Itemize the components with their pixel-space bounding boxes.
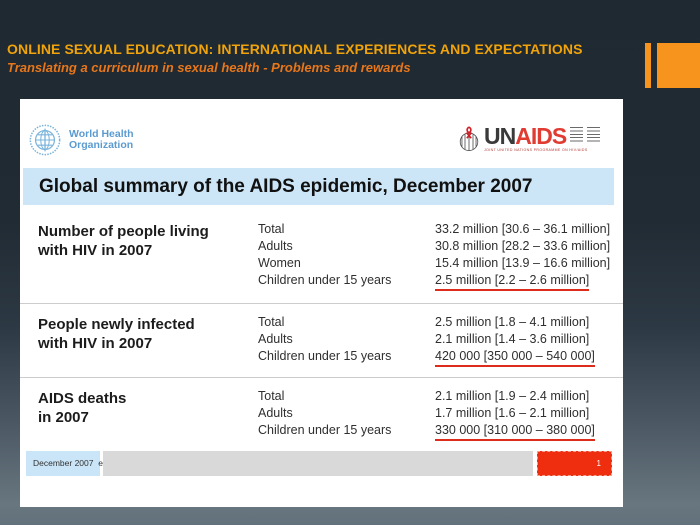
table-section: People newly infected with HIV in 2007 To… — [20, 303, 623, 377]
row-category: Adults — [258, 239, 293, 253]
table-row: Total 2.5 million [1.8 – 4.1 million] — [258, 314, 623, 331]
who-emblem-icon — [29, 124, 61, 156]
section-label: AIDS deaths in 2007 — [38, 390, 127, 426]
accent-bar-thin — [645, 43, 651, 88]
slide-subtitle: Translating a curriculum in sexual healt… — [7, 60, 411, 75]
section-rows: Total 2.5 million [1.8 – 4.1 million] Adul… — [258, 314, 623, 367]
table-row: Children under 15 years 2.5 million [2.2 … — [258, 272, 623, 291]
row-category: Children under 15 years — [258, 349, 392, 363]
who-name-line2: Organization — [69, 139, 134, 151]
row-category: Women — [258, 256, 301, 270]
who-name-line1: World Health — [69, 128, 134, 140]
page-number: 1 — [596, 459, 601, 468]
row-value: 330 000 [310 000 – 380 000] — [435, 422, 595, 441]
table-row: Total 33.2 million [30.6 – 36.1 million] — [258, 221, 623, 238]
table-row: Children under 15 years 330 000 [310 000 … — [258, 422, 623, 441]
panel-footer: December 2007 e 1 — [20, 451, 623, 476]
section-rows: Total 2.1 million [1.9 – 2.4 million] Adul… — [258, 388, 623, 441]
row-value: 420 000 [350 000 – 540 000] — [435, 348, 595, 367]
unaids-wordmark: UNAIDS — [484, 123, 567, 149]
table-row: Adults 30.8 million [28.2 – 33.6 million] — [258, 238, 623, 255]
row-value: 2.1 million [1.4 – 3.6 million] — [435, 332, 590, 346]
summary-table-body: Number of people living with HIV in 2007 … — [20, 217, 623, 451]
row-value: 30.8 million [28.2 – 33.6 million] — [435, 239, 611, 253]
row-value: 2.5 million [1.8 – 4.1 million] — [435, 315, 590, 329]
table-row: Women 15.4 million [13.9 – 16.6 million] — [258, 255, 623, 272]
row-category: Total — [258, 389, 285, 403]
table-row: Children under 15 years 420 000 [350 000 … — [258, 348, 623, 367]
section-label: People newly infected with HIV in 2007 — [38, 316, 195, 352]
row-value: 2.5 million [2.2 – 2.6 million] — [435, 272, 590, 291]
unaids-cosponsor-column — [570, 127, 584, 143]
unaids-logo-text: UNAIDS JOINT UNITED NATIONS PROGRAMME ON… — [484, 123, 601, 152]
unaids-emblem-icon — [459, 126, 479, 151]
row-category: Adults — [258, 406, 293, 420]
page-number-box: 1 — [537, 451, 612, 476]
table-title: Global summary of the AIDS epidemic, Dec… — [23, 168, 614, 205]
unaids-wordmark-aids: AIDS — [515, 123, 567, 149]
row-value: 33.2 million [30.6 – 36.1 million] — [435, 222, 611, 236]
unaids-logo: UNAIDS JOINT UNITED NATIONS PROGRAMME ON… — [457, 123, 601, 153]
content-panel: World Health Organization UNAIDS — [20, 99, 623, 507]
row-value: 15.4 million [13.9 – 16.6 million] — [435, 256, 611, 270]
row-category: Children under 15 years — [258, 273, 392, 287]
table-row: Total 2.1 million [1.9 – 2.4 million] — [258, 388, 623, 405]
who-logo: World Health Organization — [28, 123, 134, 157]
table-section: Number of people living with HIV in 2007 … — [20, 217, 623, 303]
table-section: AIDS deaths in 2007 Total 2.1 million [1.9… — [20, 377, 623, 451]
slide-title: ONLINE SEXUAL EDUCATION: INTERNATIONAL E… — [7, 41, 583, 57]
table-row: Adults 2.1 million [1.4 – 3.6 million] — [258, 331, 623, 348]
row-value: 1.7 million [1.6 – 2.1 million] — [435, 406, 590, 420]
row-category: Children under 15 years — [258, 423, 392, 437]
unaids-wordmark-un: UN — [484, 123, 516, 149]
row-value: 2.1 million [1.9 – 2.4 million] — [435, 389, 590, 403]
row-category: Total — [258, 222, 285, 236]
unaids-cosponsor-column — [587, 127, 601, 143]
footer-bar — [103, 451, 533, 476]
logo-row: World Health Organization UNAIDS — [20, 99, 623, 168]
unaids-tagline: JOINT UNITED NATIONS PROGRAMME ON HIV/AI… — [484, 148, 588, 152]
who-logo-text: World Health Organization — [69, 129, 134, 151]
accent-bar-wide — [657, 43, 700, 88]
row-category: Adults — [258, 332, 293, 346]
footer-date: December 2007 e — [26, 451, 103, 476]
unaids-cosponsor-list — [566, 127, 601, 143]
section-rows: Total 33.2 million [30.6 – 36.1 million] A… — [258, 221, 623, 291]
table-row: Adults 1.7 million [1.6 – 2.1 million] — [258, 405, 623, 422]
section-label: Number of people living with HIV in 2007 — [38, 223, 209, 259]
row-category: Total — [258, 315, 285, 329]
slide-header: ONLINE SEXUAL EDUCATION: INTERNATIONAL E… — [7, 41, 647, 75]
